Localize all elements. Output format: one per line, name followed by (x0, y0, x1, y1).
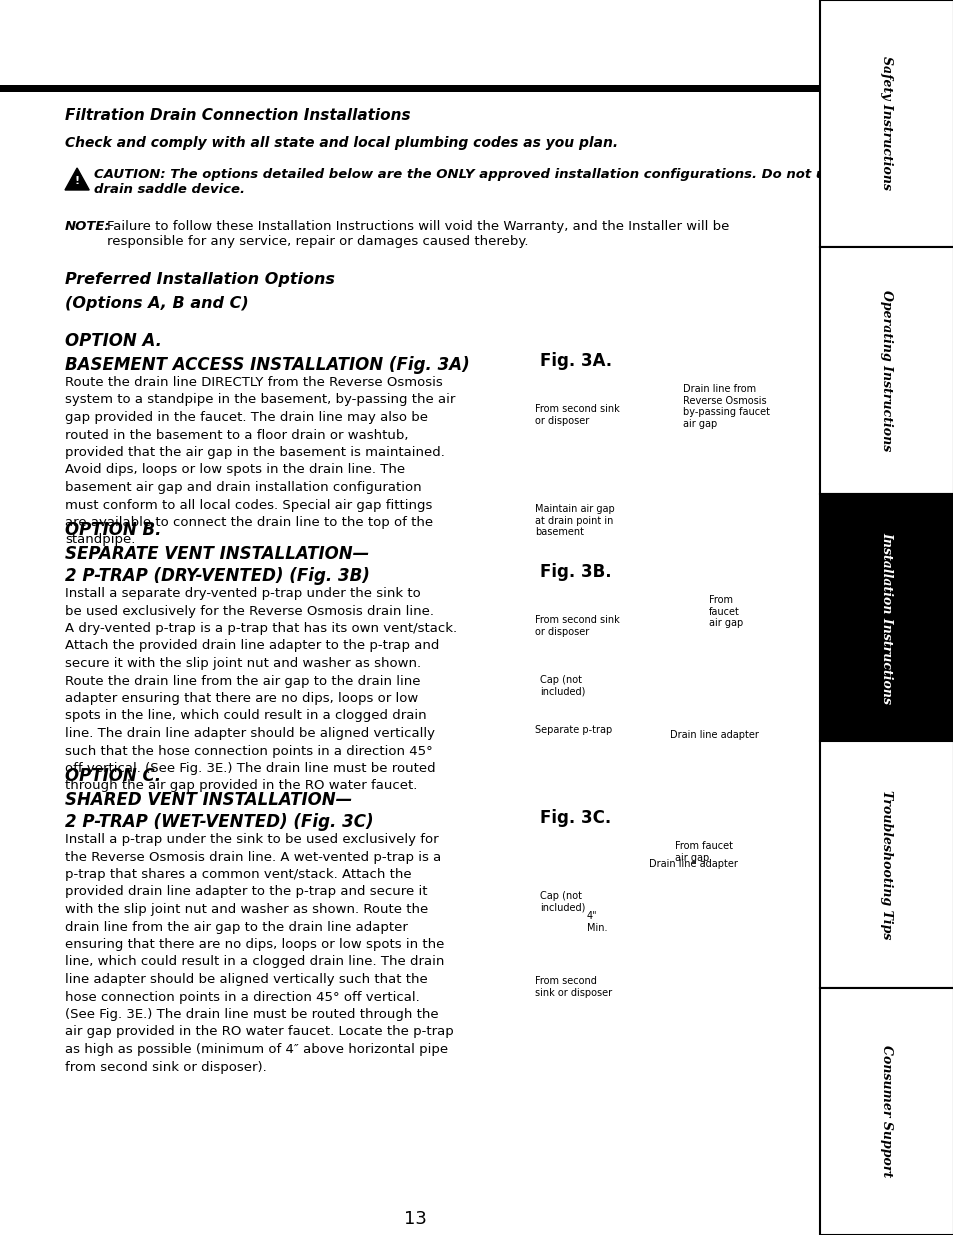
Text: From second sink
or disposer: From second sink or disposer (535, 404, 619, 426)
Text: OPTION B.: OPTION B. (65, 521, 161, 538)
Text: SHARED VENT INSTALLATION—: SHARED VENT INSTALLATION— (65, 790, 352, 809)
Text: Route the drain line DIRECTLY from the Reverse Osmosis
system to a standpipe in : Route the drain line DIRECTLY from the R… (65, 375, 455, 547)
Text: Cap (not
included): Cap (not included) (539, 890, 585, 913)
Text: !: ! (74, 177, 80, 186)
Text: Installation Instructions: Installation Instructions (880, 531, 893, 704)
Text: Fig. 3C.: Fig. 3C. (539, 809, 611, 827)
Text: Separate p-trap: Separate p-trap (535, 725, 612, 735)
Text: Preferred Installation Options: Preferred Installation Options (65, 272, 335, 287)
Text: OPTION A.: OPTION A. (65, 332, 162, 350)
Polygon shape (65, 168, 90, 190)
Text: Install a p-trap under the sink to be used exclusively for
the Reverse Osmosis d: Install a p-trap under the sink to be us… (65, 832, 454, 1073)
Text: Failure to follow these Installation Instructions will void the Warranty, and th: Failure to follow these Installation Ins… (107, 220, 729, 248)
Text: Troubleshooting Tips: Troubleshooting Tips (880, 790, 893, 939)
Text: From
faucet
air gap: From faucet air gap (708, 595, 742, 629)
Bar (0, 85, 820, 91)
Text: From second sink
or disposer: From second sink or disposer (535, 615, 619, 636)
Bar (820, 0, 953, 247)
Text: NOTE:: NOTE: (65, 220, 111, 233)
Text: Drain line adapter: Drain line adapter (649, 860, 738, 869)
Text: Fig. 3A.: Fig. 3A. (539, 352, 612, 370)
Bar (820, 494, 953, 741)
Text: From second
sink or disposer: From second sink or disposer (535, 976, 612, 998)
Text: 2 P-TRAP (DRY-VENTED) (Fig. 3B): 2 P-TRAP (DRY-VENTED) (Fig. 3B) (65, 567, 370, 585)
Text: Cap (not
included): Cap (not included) (539, 676, 585, 697)
Text: Filtration Drain Connection Installations: Filtration Drain Connection Installation… (65, 107, 410, 124)
Text: From faucet
air gap: From faucet air gap (675, 841, 733, 862)
Text: SEPARATE VENT INSTALLATION—: SEPARATE VENT INSTALLATION— (65, 545, 369, 563)
Text: Check and comply with all state and local plumbing codes as you plan.: Check and comply with all state and loca… (65, 136, 618, 149)
Bar (820, 247, 953, 494)
Text: BASEMENT ACCESS INSTALLATION (Fig. 3A): BASEMENT ACCESS INSTALLATION (Fig. 3A) (65, 356, 469, 374)
Text: Fig. 3B.: Fig. 3B. (539, 563, 611, 580)
Text: OPTION C.: OPTION C. (65, 767, 161, 785)
Text: Safety Instructions: Safety Instructions (880, 57, 893, 190)
Text: Maintain air gap
at drain point in
basement: Maintain air gap at drain point in basem… (535, 504, 614, 537)
Text: Consumer Support: Consumer Support (880, 1045, 893, 1178)
Text: Drain line from
Reverse Osmosis
by-passing faucet
air gap: Drain line from Reverse Osmosis by-passi… (682, 384, 769, 429)
Bar (820, 988, 953, 1235)
Text: 13: 13 (403, 1210, 426, 1228)
Text: CAUTION: The options detailed below are the ONLY approved installation configura: CAUTION: The options detailed below are … (93, 168, 872, 196)
Text: Operating Instructions: Operating Instructions (880, 290, 893, 451)
Bar (820, 741, 953, 988)
Text: Drain line adapter: Drain line adapter (669, 730, 758, 740)
Text: 2 P-TRAP (WET-VENTED) (Fig. 3C): 2 P-TRAP (WET-VENTED) (Fig. 3C) (65, 813, 374, 831)
Text: Install a separate dry-vented p-trap under the sink to
be used exclusively for t: Install a separate dry-vented p-trap und… (65, 587, 456, 793)
Text: (Options A, B and C): (Options A, B and C) (65, 296, 249, 311)
Text: 4"
Min.: 4" Min. (586, 911, 607, 932)
